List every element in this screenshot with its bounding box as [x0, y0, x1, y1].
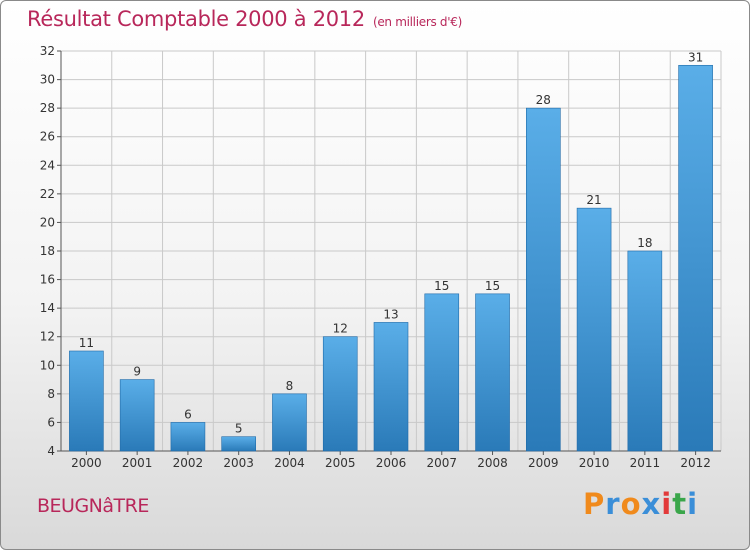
x-tick-label: 2011 [630, 456, 661, 470]
logo-letter: o [620, 487, 642, 521]
x-tick-label: 2002 [173, 456, 204, 470]
x-tick-label: 2012 [680, 456, 711, 470]
y-tick-label: 8 [47, 387, 55, 401]
chart-subtitle: (en milliers d'€) [372, 15, 462, 29]
bar-2007 [424, 293, 460, 452]
bar-2002 [170, 422, 206, 452]
bar-2010 [576, 207, 612, 452]
bar-2003 [221, 436, 256, 452]
y-tick-label: 20 [40, 215, 55, 229]
y-tick-label: 22 [40, 187, 55, 201]
y-tick-label: 30 [40, 73, 55, 87]
chart-title-text: Résultat Comptable 2000 à 2012 [27, 7, 365, 31]
y-tick-label: 4 [47, 444, 55, 458]
y-tick-label: 16 [40, 273, 55, 287]
value-label: 21 [586, 193, 601, 207]
y-tick-label: 32 [40, 44, 55, 58]
value-label: 18 [637, 236, 652, 250]
bar-2006 [373, 322, 409, 452]
logo-letter: x [641, 487, 662, 521]
commune-name: BEUGNâTRE [37, 495, 149, 517]
x-tick-label: 2003 [223, 456, 254, 470]
y-tick-label: 24 [40, 158, 55, 172]
y-tick-label: 14 [40, 301, 55, 315]
y-tick-label: 6 [47, 415, 55, 429]
value-label: 12 [333, 322, 348, 336]
x-tick-label: 2000 [71, 456, 102, 470]
logo-letter: P [583, 487, 606, 521]
value-label: 11 [79, 336, 94, 350]
bar-2000 [69, 350, 104, 452]
value-label: 31 [688, 50, 703, 64]
bar-2005 [322, 336, 358, 452]
logo-letter: i [661, 487, 673, 521]
proxiti-logo[interactable]: Proxiti [583, 487, 698, 521]
logo-letter: i [687, 487, 699, 521]
x-tick-label: 2010 [579, 456, 610, 470]
bar-2012 [678, 64, 713, 452]
bars [69, 64, 713, 452]
value-label: 8 [286, 379, 294, 393]
value-label: 9 [133, 365, 141, 379]
x-tick-label: 2009 [528, 456, 559, 470]
bar-2009 [526, 107, 561, 452]
bar-2001 [119, 379, 155, 452]
y-tick-label: 18 [40, 244, 55, 258]
value-label: 5 [235, 422, 243, 436]
value-label: 15 [434, 279, 449, 293]
x-tick-label: 2001 [122, 456, 153, 470]
y-tick-label: 12 [40, 330, 55, 344]
value-label: 15 [485, 279, 500, 293]
labels: 4 6 8 10 12 14 16 18 20 22 24 26 28 30 32 11 2000 9 2001 6 2… [40, 44, 711, 470]
value-label: 13 [383, 307, 398, 321]
x-tick-label: 2005 [325, 456, 356, 470]
y-tick-label: 28 [40, 101, 55, 115]
y-tick-label: 26 [40, 130, 55, 144]
x-tick-label: 2008 [477, 456, 508, 470]
bar-2004 [272, 393, 307, 452]
chart-title: Résultat Comptable 2000 à 2012 (en millie… [27, 7, 462, 31]
bar-2011 [627, 250, 663, 452]
logo-letter: t [672, 487, 688, 521]
x-tick-label: 2007 [426, 456, 457, 470]
y-tick-label: 10 [40, 358, 55, 372]
logo-letter: r [605, 487, 621, 521]
x-tick-label: 2004 [274, 456, 305, 470]
value-label: 28 [536, 93, 551, 107]
value-label: 6 [184, 407, 192, 421]
x-tick-label: 2006 [376, 456, 407, 470]
bar-2008 [475, 293, 510, 452]
